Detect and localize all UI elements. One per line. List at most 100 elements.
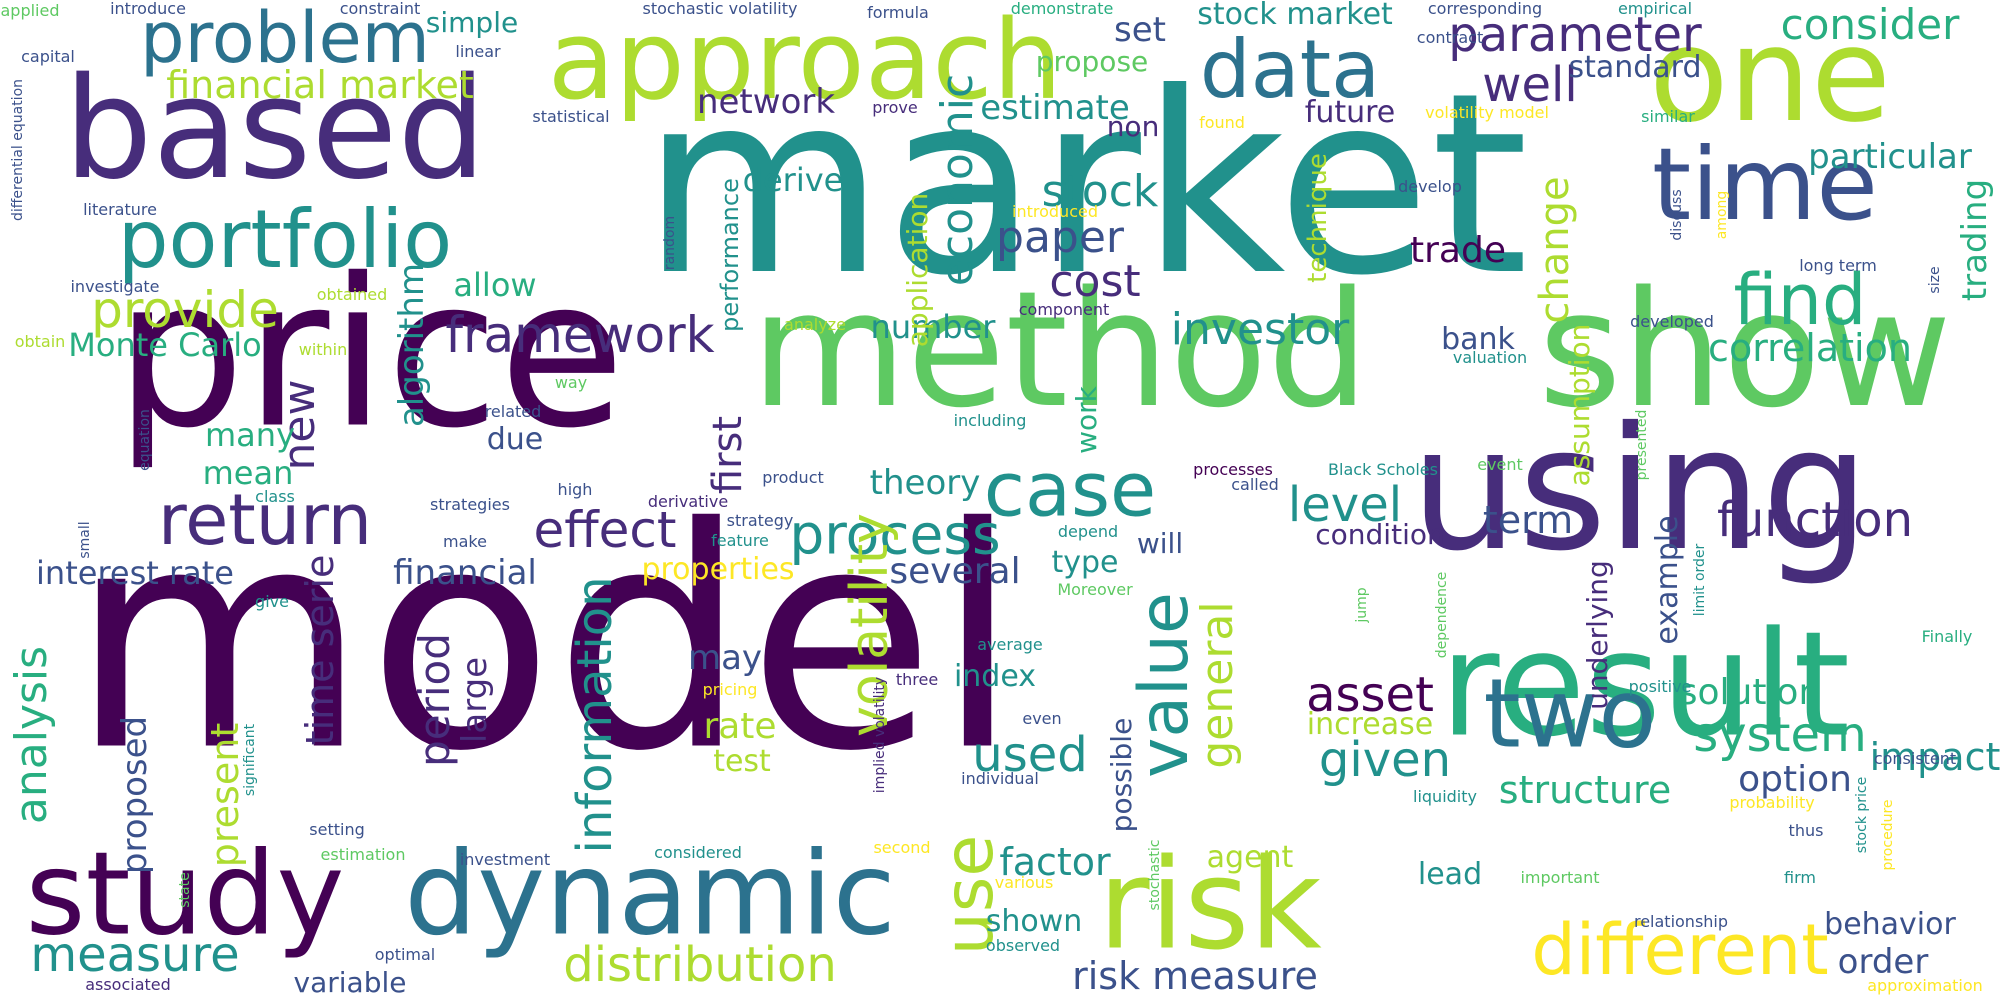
word-give: give: [255, 592, 289, 611]
word-state: state: [177, 872, 193, 908]
word-theory: theory: [869, 463, 981, 503]
word-probability: probability: [1729, 793, 1815, 812]
word-propose: propose: [1035, 45, 1149, 78]
word-system: system: [1693, 707, 1867, 763]
word-stochastic-volatility: stochastic volatility: [642, 0, 798, 18]
word-liquidity: liquidity: [1413, 787, 1477, 806]
word-paper: paper: [996, 212, 1124, 263]
word-process: process: [789, 502, 1001, 567]
word-setting: setting: [309, 820, 365, 839]
word-average: average: [977, 635, 1043, 654]
word-many: many: [205, 416, 295, 454]
word-stock: stock: [1041, 166, 1159, 217]
word-mean: mean: [202, 454, 294, 492]
word-based: based: [63, 48, 487, 211]
word-function: function: [1716, 492, 1914, 548]
word-estimation: estimation: [320, 845, 406, 864]
word-related: related: [484, 402, 542, 421]
word-corresponding: corresponding: [1427, 0, 1543, 18]
word-non: non: [1106, 110, 1160, 143]
word-investment: investment: [459, 850, 551, 869]
word-factor: factor: [999, 840, 1111, 884]
word-variable: variable: [293, 966, 407, 999]
word-individual: individual: [961, 769, 1039, 788]
word-lead: lead: [1417, 857, 1483, 892]
word-component: component: [1018, 300, 1110, 319]
word-interest-rate: interest rate: [36, 554, 234, 592]
word-order: order: [1837, 942, 1929, 982]
word-different: different: [1531, 909, 1829, 991]
word-application: application: [901, 192, 934, 348]
word-applied: applied: [0, 1, 60, 20]
word-jump: jump: [1354, 587, 1370, 623]
word-presented: presented: [1634, 409, 1650, 481]
word-result: result: [1439, 600, 1851, 770]
word-limit-order: limit order: [1692, 543, 1708, 617]
word-estimate: estimate: [980, 88, 1130, 128]
word-among: among: [1714, 190, 1730, 240]
word-study: study: [25, 827, 345, 962]
word-linear: linear: [455, 42, 501, 61]
word-approximation: approximation: [1867, 976, 1983, 995]
word-measure: measure: [30, 927, 240, 983]
word-structure: structure: [1498, 768, 1672, 812]
word-correlation: correlation: [1708, 326, 1912, 370]
word-technique: technique: [1303, 153, 1333, 283]
word-effect: effect: [533, 501, 677, 559]
word-size: size: [1927, 266, 1943, 294]
word-various: various: [994, 873, 1054, 892]
word-consider: consider: [1780, 0, 1960, 49]
word-introduce: introduce: [110, 0, 186, 18]
word-risk: risk: [1098, 832, 1322, 978]
word-moreover: Moreover: [1057, 580, 1133, 599]
word-product: product: [762, 468, 824, 487]
word-volatility: volatility: [840, 513, 900, 737]
word-discuss: discuss: [1669, 189, 1685, 241]
word-term: term: [1482, 498, 1574, 542]
word-find: find: [1733, 259, 1867, 341]
word-even: even: [1022, 709, 1062, 728]
word-trade: trade: [1410, 230, 1506, 271]
word-financial: financial: [393, 553, 537, 593]
word-case: case: [983, 445, 1157, 534]
word-feature: feature: [711, 531, 769, 550]
word-work: work: [1070, 386, 1103, 454]
word-algorithm: algorithm: [392, 262, 432, 428]
word-small: small: [77, 521, 93, 559]
word-obtained: obtained: [316, 285, 388, 304]
word-statistical: statistical: [532, 107, 610, 126]
word-within: within: [298, 340, 348, 359]
word-framework: framework: [445, 306, 715, 364]
word-risk-measure: risk measure: [1072, 954, 1318, 998]
word-level: level: [1287, 477, 1403, 533]
word-significant: significant: [242, 723, 258, 797]
word-properties: properties: [641, 552, 795, 587]
word-market: market: [641, 39, 1529, 330]
word-cost: cost: [1049, 256, 1141, 307]
word-model: model: [70, 462, 1020, 818]
word-using: using: [1410, 391, 1870, 589]
word-obtain: obtain: [14, 332, 66, 351]
word-distribution: distribution: [563, 937, 837, 993]
word-present: present: [203, 722, 247, 868]
word-used: used: [972, 727, 1088, 783]
word-way: way: [554, 373, 588, 392]
word-provide: provide: [91, 281, 279, 339]
word-volatility-model: volatility model: [1425, 103, 1549, 122]
word-stock-price: stock price: [1854, 776, 1870, 854]
word-change: change: [1532, 176, 1578, 324]
word-condition: condition: [1315, 518, 1445, 551]
word-first: first: [705, 415, 751, 495]
word-data: data: [1199, 23, 1381, 116]
word-problem: problem: [140, 0, 430, 79]
word-consistent: consistent: [1873, 749, 1957, 768]
word-value: value: [1125, 592, 1204, 778]
word-general: general: [1192, 601, 1243, 769]
word-number: number: [870, 308, 996, 346]
word-finally: Finally: [1921, 627, 1973, 646]
word-literature: literature: [83, 200, 157, 219]
word-thus: thus: [1788, 821, 1824, 840]
word-shown: shown: [985, 904, 1083, 939]
word-demonstrate: demonstrate: [1010, 0, 1114, 18]
word-relationship: relationship: [1633, 912, 1729, 931]
